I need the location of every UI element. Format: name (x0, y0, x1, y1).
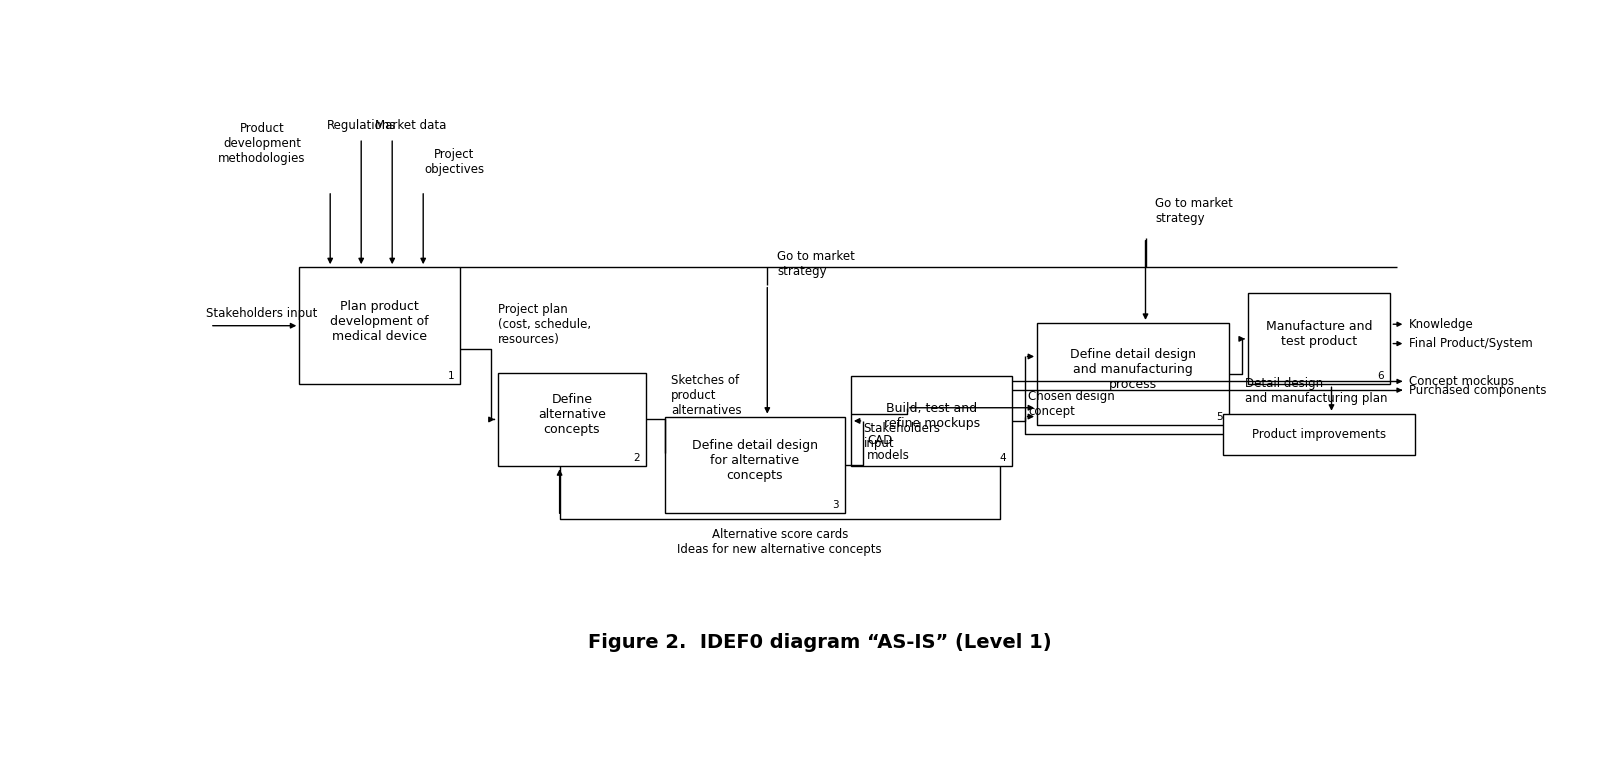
Text: Regulations: Regulations (326, 119, 395, 132)
Bar (299, 267, 461, 384)
Text: Detail design
and manufacturing plan: Detail design and manufacturing plan (1245, 377, 1387, 405)
Text: Chosen design
concept: Chosen design concept (1029, 390, 1115, 418)
Text: Go to market
strategy: Go to market strategy (1155, 197, 1234, 224)
Text: Stakeholders input: Stakeholders input (206, 307, 317, 320)
Text: Go to market
strategy: Go to market strategy (778, 250, 854, 278)
Bar (851, 375, 1013, 466)
Text: 1: 1 (448, 371, 454, 380)
Text: 2: 2 (634, 453, 640, 463)
Text: Project
objectives: Project objectives (424, 148, 485, 177)
Text: Final Product/System: Final Product/System (1410, 337, 1533, 350)
Text: Figure 2.  IDEF0 diagram “AS-IS” (Level 1): Figure 2. IDEF0 diagram “AS-IS” (Level 1… (589, 632, 1051, 651)
Text: Product
development
methodologies: Product development methodologies (218, 122, 306, 164)
Text: 6: 6 (1378, 371, 1384, 380)
Text: Product improvements: Product improvements (1253, 428, 1386, 441)
Bar (1222, 414, 1416, 454)
Text: Plan product
development of
medical device: Plan product development of medical devi… (331, 300, 429, 342)
Text: CAD
models: CAD models (867, 434, 910, 462)
Text: Knowledge: Knowledge (1410, 318, 1474, 331)
Text: Build, test and
refine mockups: Build, test and refine mockups (883, 403, 979, 430)
Bar (1037, 323, 1229, 425)
Text: Sketches of
product
alternatives: Sketches of product alternatives (672, 374, 742, 416)
Text: Concept mockups: Concept mockups (1410, 375, 1514, 388)
Text: 5: 5 (1216, 412, 1222, 422)
Text: 4: 4 (1000, 453, 1006, 463)
Text: Manufacture and
test product: Manufacture and test product (1266, 320, 1373, 349)
Text: Market data: Market data (374, 119, 446, 132)
Text: Define
alternative
concepts: Define alternative concepts (538, 393, 606, 436)
Bar (666, 416, 845, 513)
Bar (498, 373, 646, 466)
Bar (1248, 294, 1390, 384)
Text: Alternative score cards
Ideas for new alternative concepts: Alternative score cards Ideas for new al… (677, 528, 882, 556)
Text: Stakeholders
input: Stakeholders input (864, 422, 941, 451)
Text: Purchased components: Purchased components (1410, 384, 1547, 396)
Text: Define detail design
and manufacturing
process: Define detail design and manufacturing p… (1070, 348, 1197, 391)
Text: Project plan
(cost, schedule,
resources): Project plan (cost, schedule, resources) (498, 303, 590, 346)
Text: Define detail design
for alternative
concepts: Define detail design for alternative con… (691, 438, 818, 482)
Text: 3: 3 (832, 500, 838, 510)
